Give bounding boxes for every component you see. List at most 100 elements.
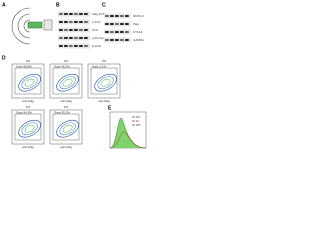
- blot-label: β-actin: [92, 44, 101, 48]
- blot-band: [120, 23, 124, 25]
- blot-band: [115, 31, 119, 33]
- density-contour: [94, 73, 117, 92]
- blot-band: [59, 21, 63, 23]
- gate: [14, 113, 42, 141]
- blot-band: [79, 37, 83, 39]
- blot-label: GAPDH: [133, 38, 144, 42]
- blot-band: [64, 45, 68, 47]
- blot-label: p-PLCγ2: [92, 36, 104, 40]
- blot-band: [110, 23, 114, 25]
- blot-band: [120, 15, 124, 17]
- density-contour: [56, 73, 79, 92]
- blot-band: [105, 39, 109, 41]
- plot-title: KO: [26, 105, 31, 109]
- blot-band: [79, 21, 83, 23]
- plot-frame: [49, 63, 83, 99]
- plot-frame: [11, 63, 45, 99]
- hist-curve: [109, 131, 147, 149]
- blot-band: [74, 29, 78, 31]
- blot-band: [64, 37, 68, 39]
- legend-label: KO: [136, 115, 141, 119]
- blot-band: [59, 37, 63, 39]
- blot-label: SYK: [92, 28, 98, 32]
- panel-label: B: [56, 2, 60, 8]
- legend-label: WT: [136, 123, 141, 127]
- density-contour: [24, 124, 35, 133]
- blot-band: [64, 21, 68, 23]
- blot-band: [110, 15, 114, 17]
- blot-label: NKX6-3: [133, 14, 144, 18]
- blot-band: [74, 45, 78, 47]
- gate-label: Gate 94.3%: [16, 110, 32, 114]
- density-contour: [62, 78, 73, 87]
- blot-band: [69, 37, 73, 39]
- blot-band: [120, 39, 124, 41]
- gate: [52, 113, 80, 141]
- gate: [14, 67, 42, 95]
- blot-band: [64, 29, 68, 31]
- gate-label: Gate 2.1%: [92, 64, 107, 68]
- blot-band: [105, 15, 109, 17]
- blot-band: [110, 39, 114, 41]
- plot-frame: [87, 63, 121, 99]
- blot-band: [115, 23, 119, 25]
- gate: [52, 67, 80, 95]
- density-contour: [56, 119, 79, 138]
- blot-band: [125, 39, 129, 41]
- blot-band: [115, 15, 119, 17]
- blot-band: [84, 37, 88, 39]
- blot-band: [59, 13, 63, 15]
- blot-band: [84, 13, 88, 15]
- density-contour: [24, 78, 35, 87]
- legend-label: KI: [136, 119, 139, 123]
- blot-label: Flag-SYK: [92, 12, 105, 16]
- plot-frame: [11, 109, 45, 145]
- x-axis-label: anti-Flag: [22, 145, 34, 149]
- blot-band: [59, 29, 63, 31]
- blot-band: [69, 21, 73, 23]
- gate-label: Gate 95.1%: [54, 110, 70, 114]
- gate-label: Gate 96.2%: [54, 64, 70, 68]
- blot-band: [125, 23, 129, 25]
- blot-label: CTLA4: [133, 30, 143, 34]
- density-contour: [18, 73, 41, 92]
- x-axis-label: anti-Flag: [98, 99, 110, 103]
- blot-band: [79, 45, 83, 47]
- density-contour: [21, 122, 38, 136]
- panel-label: C: [102, 2, 106, 8]
- x-axis-label: anti-Flag: [22, 99, 34, 103]
- density-contour: [97, 76, 114, 90]
- blot-band: [69, 29, 73, 31]
- density-contour: [21, 76, 38, 90]
- blot-band: [125, 31, 129, 33]
- blot-band: [84, 45, 88, 47]
- blot-band: [79, 13, 83, 15]
- density-contour: [18, 119, 41, 138]
- gate: [90, 67, 118, 95]
- panel-label: E: [108, 105, 112, 111]
- plot-title: KO: [64, 105, 69, 109]
- blot-label: Flag: [133, 22, 139, 26]
- blot-band: [125, 15, 129, 17]
- blot-band: [64, 13, 68, 15]
- blot-band: [105, 31, 109, 33]
- plot-title: KO: [26, 59, 31, 63]
- density-contour: [59, 122, 76, 136]
- blot-band: [120, 31, 124, 33]
- blot-band: [69, 45, 73, 47]
- schematic: [11, 7, 53, 45]
- blot-label: p-SYK: [92, 20, 101, 24]
- blot-band: [74, 21, 78, 23]
- x-axis-label: anti-Flag: [60, 145, 72, 149]
- panel-label: D: [2, 55, 6, 61]
- blot-band: [79, 29, 83, 31]
- gate-label: Gate 95.8%: [16, 64, 32, 68]
- density-contour: [59, 76, 76, 90]
- blot-band: [84, 29, 88, 31]
- blot-band: [69, 13, 73, 15]
- blot-band: [110, 31, 114, 33]
- density-contour: [62, 124, 73, 133]
- x-axis-label: anti-Flag: [60, 99, 72, 103]
- hist-curve: [109, 117, 147, 149]
- blot-band: [74, 13, 78, 15]
